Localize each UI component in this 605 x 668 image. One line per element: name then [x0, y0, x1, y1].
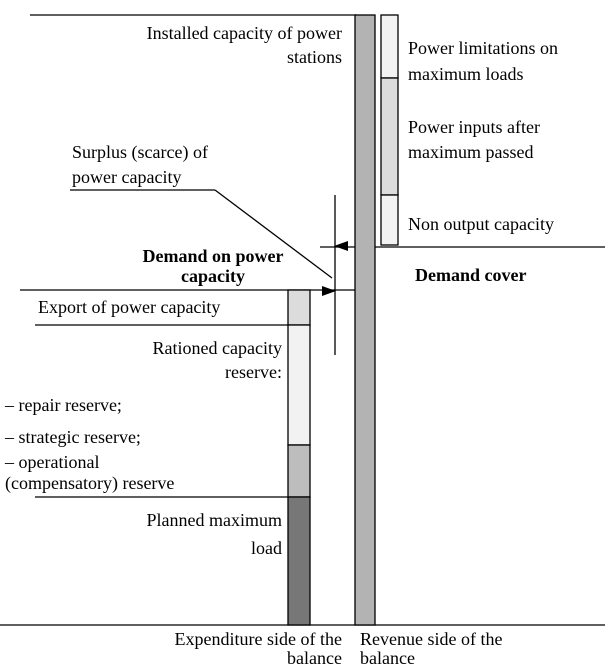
planned-bar [287, 496, 311, 626]
label: Surplus (scarce) of [72, 142, 208, 163]
label: Demand on power [142, 246, 283, 266]
label: Planned maximum [147, 510, 282, 530]
label: Non output capacity [408, 214, 554, 234]
label: Demand cover [415, 265, 526, 285]
label: – operational [4, 452, 99, 472]
label: – strategic reserve; [4, 427, 141, 447]
surplus-leader [214, 189, 333, 279]
label: Installed capacity of power [147, 23, 342, 43]
label: balance [360, 648, 415, 668]
label: – repair reserve; [4, 395, 122, 415]
export-bar [287, 289, 311, 326]
rationed-bar [287, 324, 311, 446]
inputs-bar [380, 77, 399, 196]
revenue-bar [354, 14, 376, 626]
label: maximum loads [408, 64, 524, 84]
limitations-bar [380, 14, 399, 79]
label: Rationed capacity [153, 338, 282, 358]
label: power capacity [72, 167, 181, 187]
label: load [251, 538, 282, 558]
label: (compensatory) reserve [5, 473, 174, 494]
label: stations [287, 47, 342, 67]
label: maximum passed [408, 142, 533, 162]
label: Power limitations on [408, 38, 558, 58]
label: capacity [181, 266, 245, 286]
label: Power inputs after [408, 117, 540, 137]
label: reserve: [225, 362, 282, 382]
label: Revenue side of the [360, 629, 502, 649]
operational-bar [287, 444, 311, 498]
label: balance [287, 648, 342, 668]
label: Export of power capacity [38, 297, 220, 317]
label: Expenditure side of the [175, 629, 342, 649]
non-output-bar [380, 194, 399, 246]
